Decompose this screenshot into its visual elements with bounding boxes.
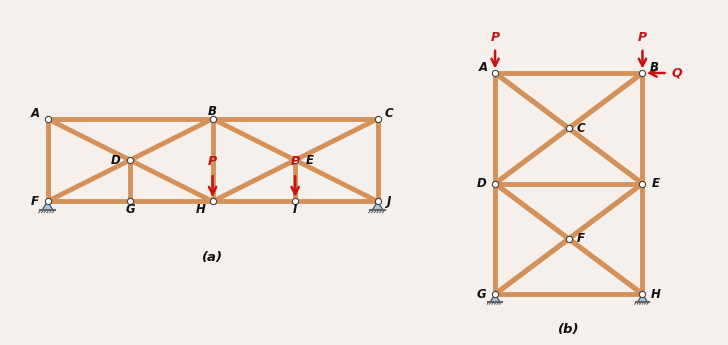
Polygon shape: [490, 294, 500, 302]
Text: F: F: [577, 232, 585, 245]
Text: C: C: [577, 122, 585, 135]
Polygon shape: [638, 294, 647, 302]
Text: G: G: [125, 203, 135, 216]
Text: D: D: [111, 154, 120, 167]
Text: E: E: [652, 177, 660, 190]
Text: P: P: [491, 30, 499, 43]
Text: Q: Q: [671, 67, 682, 79]
Text: B: B: [650, 61, 659, 74]
Text: P: P: [638, 30, 647, 43]
Text: P: P: [208, 155, 217, 168]
Text: G: G: [477, 288, 486, 300]
Text: F: F: [31, 195, 39, 208]
Text: J: J: [387, 195, 392, 208]
Text: A: A: [479, 61, 488, 74]
Text: D: D: [477, 177, 487, 190]
Text: I: I: [293, 203, 297, 216]
Text: A: A: [31, 107, 40, 120]
Text: P: P: [290, 155, 300, 168]
Text: H: H: [651, 288, 661, 300]
Text: (b): (b): [558, 323, 579, 336]
Text: C: C: [385, 107, 394, 120]
Text: H: H: [196, 203, 206, 216]
Text: E: E: [306, 154, 314, 167]
Polygon shape: [42, 201, 53, 210]
Text: (a): (a): [202, 251, 223, 264]
Text: B: B: [208, 105, 217, 118]
Polygon shape: [372, 201, 383, 210]
